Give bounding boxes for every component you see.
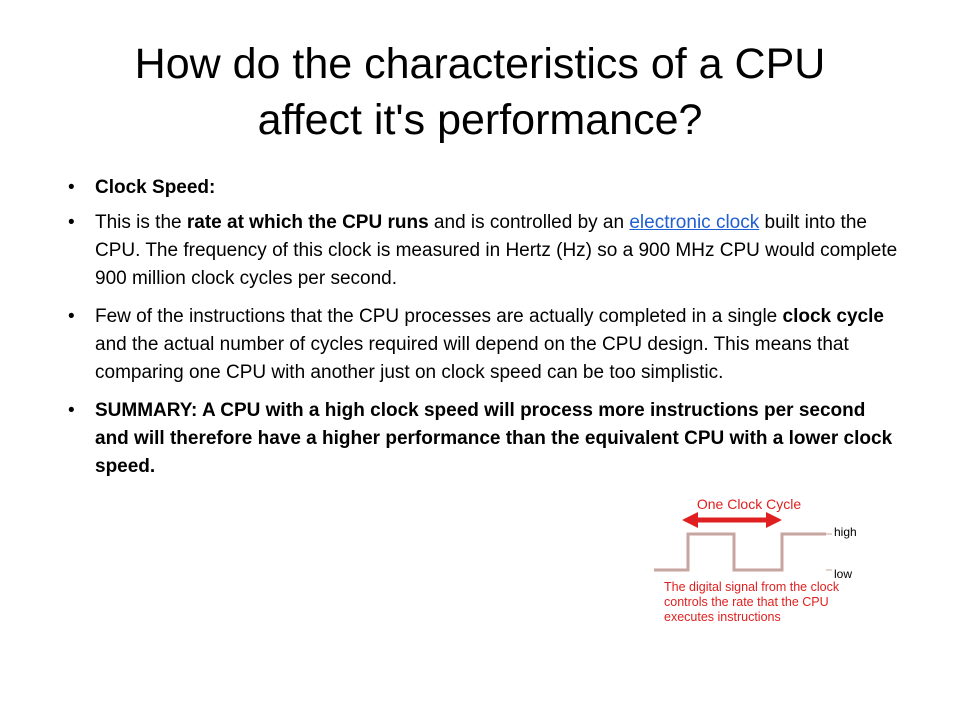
bullet-dot: • [68,212,75,233]
bullet-dot: • [68,400,75,421]
bullet-summary: • SUMMARY: A CPU with a high clock speed… [68,397,898,481]
low-label: low [834,567,853,581]
bullet-dot: • [68,306,75,327]
text-span: built into the CPU. The frequency of thi… [95,212,898,289]
electronic-clock-link[interactable]: electronic clock [629,212,760,233]
summary-text: SUMMARY: A CPU with a high clock speed w… [95,400,893,477]
text-span: Few of the instructions that the CPU pro… [95,306,783,327]
cycle-arrow-right-head [766,512,782,528]
text-span: This is the [95,212,187,233]
bullet-instructions: • Few of the instructions that the CPU p… [68,303,898,387]
bullet-list: • Clock Speed: • This is the rate at whi… [68,174,898,491]
cycle-arrow-left-head [682,512,698,528]
bold-text: clock cycle [782,306,884,327]
text-span: and is controlled by an [428,212,630,233]
text-span: and the actual number of cycles required… [95,334,849,383]
bold-text: rate at which the CPU runs [186,212,429,233]
high-label: high [834,525,857,539]
diagram-caption: The digital signal from the clock contro… [664,580,840,624]
title-line-1: How do the characteristics of a CPU [134,40,826,88]
bullet-heading: Clock Speed: [95,177,216,198]
slide-title: How do the characteristics of a CPU affe… [40,36,920,148]
clock-signal-diagram [654,512,832,572]
cycle-label: One Clock Cycle [696,496,802,512]
bullet-clock-speed: • Clock Speed: [68,174,898,202]
square-wave [654,532,826,572]
title-line-2: affect it's performance? [257,96,703,144]
bullet-rate: • This is the rate at which the CPU runs… [68,209,898,293]
bullet-dot: • [68,177,75,198]
